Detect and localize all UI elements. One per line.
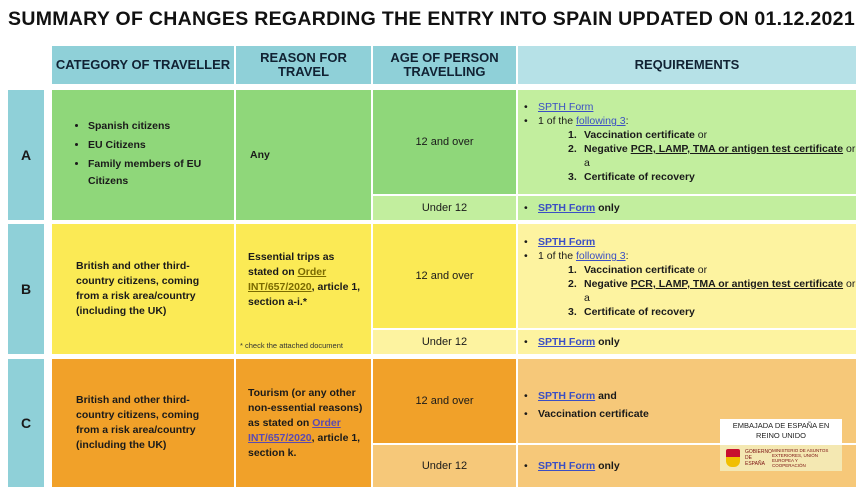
following-link[interactable]: following 3 <box>575 115 626 127</box>
reason-suffix: , article 1, section a-i.* <box>248 281 361 308</box>
header-category: CATEGORY OF TRAVELLER <box>52 46 234 84</box>
page-title: SUMMARY OF CHANGES REGARDING THE ENTRY I… <box>8 8 855 30</box>
only-text: only <box>595 460 620 472</box>
option-recovery: Certificate of recovery <box>584 306 695 318</box>
option-tests: PCR, LAMP, TMA or antigen test certifica… <box>630 278 844 290</box>
following-link[interactable]: following 3 <box>575 250 626 262</box>
and-text: and <box>595 390 617 402</box>
reason-cell-b: Essential trips as stated on Order INT/6… <box>236 224 371 354</box>
spth-form-link[interactable]: SPTH Form <box>538 390 596 402</box>
footnote: * check the attached document <box>240 341 343 350</box>
age-over-a: 12 and over <box>373 90 516 194</box>
category-cell-b: British and other third-country citizens… <box>52 224 234 354</box>
requirements-under-a: SPTH Form only <box>518 196 856 220</box>
requirements-under-b: SPTH Form only <box>518 330 856 354</box>
spth-form-link[interactable]: SPTH Form <box>538 202 596 214</box>
reason-text: Essential trips as stated on <box>248 251 335 278</box>
order-link[interactable]: Order INT/657/2020 <box>248 416 341 444</box>
option-vaccination: Vaccination certificate <box>584 264 695 276</box>
category-item: EU Citizens <box>88 137 234 154</box>
category-cell-c: British and other third-country citizens… <box>52 359 234 487</box>
category-item: Spanish citizens <box>88 118 234 135</box>
order-link[interactable]: Order INT/657/2020 <box>248 266 327 293</box>
reason-text: Any <box>250 149 270 161</box>
reason-cell-a: Any <box>236 90 371 220</box>
header-reason: REASON FOR TRAVEL <box>236 46 371 84</box>
vaccination-text: Vaccination certificate <box>538 408 649 420</box>
colon: : <box>625 115 629 127</box>
embassy-label: EMBAJADA DE ESPAÑA EN REINO UNIDO <box>720 419 842 443</box>
spth-form-link[interactable]: SPTH Form <box>538 236 596 248</box>
spth-form-link[interactable]: SPTH Form <box>538 336 596 348</box>
colon: : <box>625 250 629 262</box>
age-under-c: Under 12 <box>373 445 516 487</box>
age-over-c: 12 and over <box>373 359 516 443</box>
header-age: AGE OF PERSON TRAVELLING <box>373 46 516 84</box>
row-label-b: B <box>8 224 44 354</box>
category-item: Family members of EU Citizens <box>88 156 234 190</box>
requirements-list-a: SPTH Form 1 of the following 3: 1.Vaccin… <box>518 100 856 184</box>
option-tests: PCR, LAMP, TMA or antigen test certifica… <box>630 143 844 155</box>
coat-of-arms-icon <box>726 449 740 467</box>
category-cell-a: Spanish citizens EU Citizens Family memb… <box>52 90 234 220</box>
age-over-b: 12 and over <box>373 224 516 328</box>
spth-form-link[interactable]: SPTH Form <box>538 460 596 472</box>
or-a-text: or a <box>584 278 856 304</box>
only-text: only <box>595 202 620 214</box>
row-label-c: C <box>8 359 44 487</box>
ministry-text: MINISTERIO DE ASUNTOS EXTERIORES, UNIÓN … <box>772 448 829 468</box>
one-of-text: 1 of the <box>538 250 576 262</box>
option-vaccination: Vaccination certificate <box>584 129 695 141</box>
category-text: British and other third-country citizens… <box>76 394 200 451</box>
requirements-list-b: SPTH Form 1 of the following 3: 1.Vaccin… <box>518 235 856 319</box>
age-under-a: Under 12 <box>373 196 516 220</box>
age-under-b: Under 12 <box>373 330 516 354</box>
category-list-a: Spanish citizens EU Citizens Family memb… <box>52 118 234 192</box>
or-text: or <box>694 264 708 276</box>
reason-suffix: , article 1, section k. <box>248 431 361 459</box>
or-text: or <box>694 129 708 141</box>
gov-text: GOBIERNO DE ESPAÑA <box>745 449 772 467</box>
category-text: British and other third-country citizens… <box>76 260 200 317</box>
one-of-text: 1 of the <box>538 115 576 127</box>
reason-cell-c: Tourism (or any other non-essential reas… <box>236 359 371 487</box>
reason-text: Tourism (or any other non-essential reas… <box>248 386 363 429</box>
government-logo: GOBIERNO DE ESPAÑA MINISTERIO DE ASUNTOS… <box>720 445 842 471</box>
row-label-a: A <box>8 90 44 220</box>
header-requirements: REQUIREMENTS <box>518 46 856 84</box>
requirements-list-c: SPTH Form and Vaccination certificate <box>518 387 718 423</box>
only-text: only <box>595 336 620 348</box>
spth-form-link[interactable]: SPTH Form <box>538 101 594 113</box>
option-negative: Negative <box>584 143 631 155</box>
or-a-text: or a <box>584 143 856 169</box>
option-recovery: Certificate of recovery <box>584 171 695 183</box>
option-negative: Negative <box>584 278 631 290</box>
